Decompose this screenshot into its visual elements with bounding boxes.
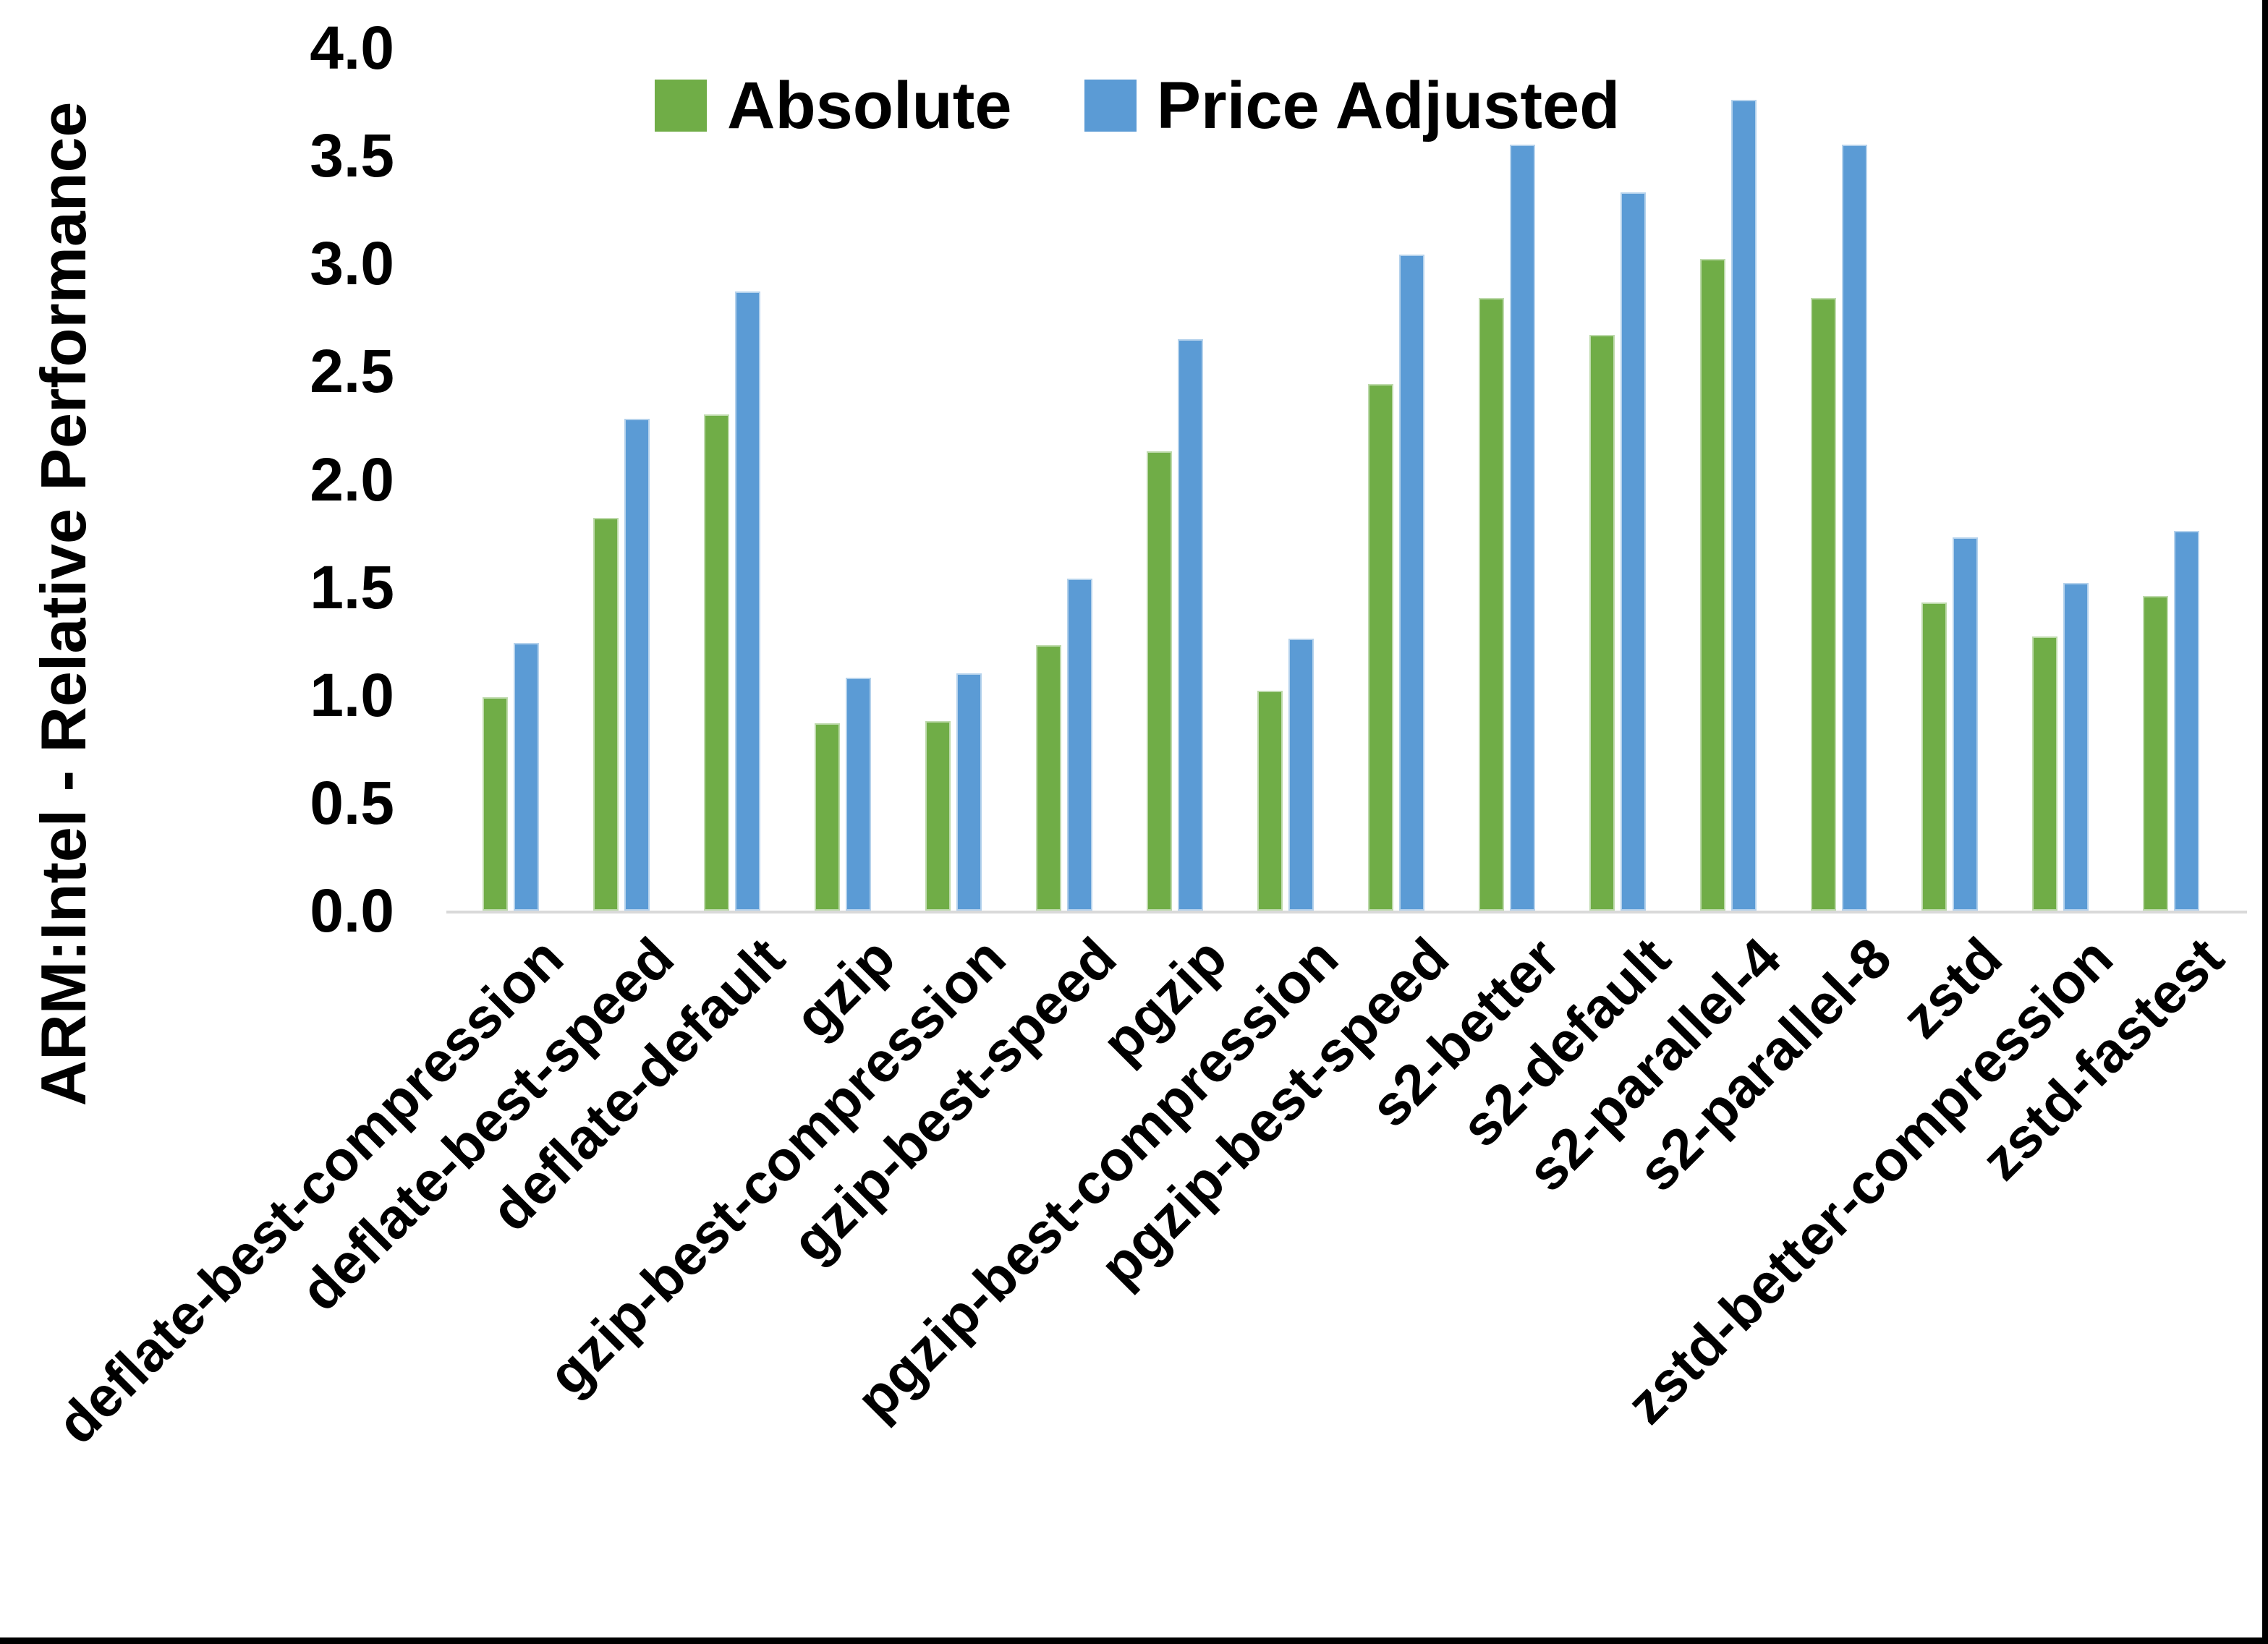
y-axis-tick-label: 3.0: [310, 229, 394, 298]
y-axis-tick-label: 2.0: [310, 445, 394, 514]
y-axis-tick-label: 0.5: [310, 768, 394, 837]
legend-item-absolute: Absolute: [655, 72, 1012, 139]
y-axis-tick-label: 0.0: [310, 877, 394, 945]
bar-price-adjusted: [735, 291, 760, 911]
bar-price-adjusted: [1621, 192, 1646, 911]
bar-price-adjusted: [1731, 100, 1757, 911]
bar-absolute: [1589, 335, 1615, 911]
bar-absolute: [1147, 451, 1172, 911]
bar-price-adjusted: [1399, 255, 1424, 911]
bar-absolute: [1368, 384, 1393, 911]
bar-absolute: [815, 723, 840, 911]
y-axis-tick-label: 1.0: [310, 660, 394, 729]
bar-price-adjusted: [1178, 339, 1203, 911]
bar-absolute: [925, 721, 951, 911]
legend-swatch-price-adjusted: [1084, 80, 1137, 132]
bar-price-adjusted: [2063, 583, 2089, 911]
screenshot-bottom-border: [0, 1637, 2268, 1644]
y-axis-tick-label: 2.5: [310, 337, 394, 406]
screenshot-right-border: [2262, 0, 2268, 1644]
bar-price-adjusted: [514, 643, 539, 911]
bar-price-adjusted: [624, 419, 650, 911]
bar-price-adjusted: [1288, 639, 1314, 911]
bar-price-adjusted: [1067, 579, 1092, 911]
bar-price-adjusted: [956, 673, 982, 911]
bar-price-adjusted: [846, 678, 871, 911]
bar-absolute: [2143, 596, 2168, 911]
bar-absolute: [2032, 636, 2057, 911]
bar-price-adjusted: [2174, 531, 2199, 911]
plot-area: [446, 48, 2247, 913]
bar-absolute: [593, 518, 619, 911]
bar-price-adjusted: [1510, 145, 1535, 911]
legend-label-price-adjusted: Price Adjusted: [1156, 69, 1621, 142]
bar-price-adjusted: [1953, 537, 1978, 911]
y-axis-tick-label: 1.5: [310, 553, 394, 621]
legend: Absolute Price Adjusted: [655, 72, 1620, 139]
bar-price-adjusted: [1842, 145, 1867, 911]
bar-absolute: [1479, 298, 1504, 911]
bar-absolute: [704, 414, 729, 911]
y-axis-tick-label: 4.0: [310, 14, 394, 82]
legend-label-absolute: Absolute: [727, 69, 1012, 142]
bar-absolute: [1700, 259, 1725, 911]
legend-swatch-absolute: [655, 80, 707, 132]
y-axis-tick-label: 3.5: [310, 122, 394, 190]
bar-absolute: [483, 697, 508, 911]
bar-absolute: [1921, 602, 1947, 911]
bar-absolute: [1036, 645, 1061, 911]
legend-item-price-adjusted: Price Adjusted: [1084, 69, 1621, 142]
bar-absolute: [1257, 691, 1283, 911]
y-axis-title: ARM:Intel - Relative Performance: [27, 101, 99, 1107]
bar-absolute: [1811, 298, 1836, 911]
